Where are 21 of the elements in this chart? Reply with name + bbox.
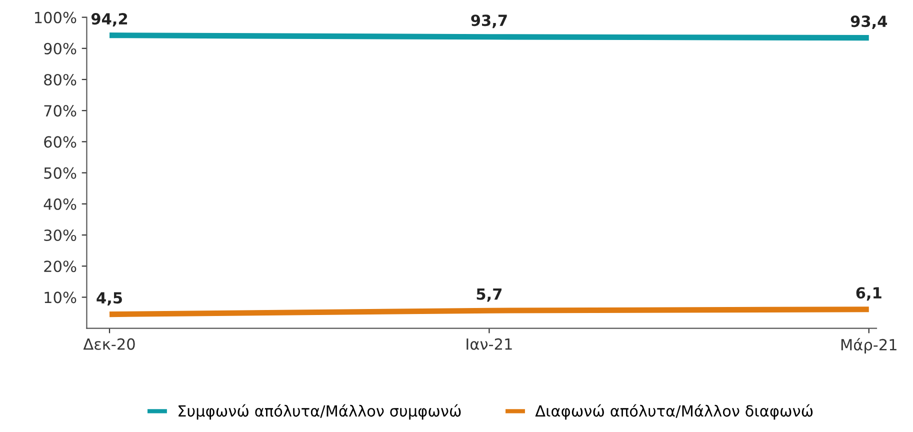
data-label: 93,7 [471, 14, 507, 28]
y-tick-label: 50% [44, 167, 76, 179]
y-tick-label: 90% [44, 42, 76, 54]
y-tick-label: 70% [44, 105, 76, 117]
x-tick-label: Ιαν-21 [466, 338, 512, 350]
legend-label: Διαφωνώ απόλυτα/Μάλλον διαφωνώ [535, 404, 813, 420]
data-label: 5,7 [476, 288, 502, 302]
y-tick-label: 80% [44, 74, 76, 86]
data-label: 94,2 [91, 13, 128, 27]
y-tick-label: 30% [44, 229, 76, 242]
y-tick-label: 60% [44, 136, 76, 148]
data-label: 6,1 [856, 287, 882, 301]
y-tick-label: 40% [44, 198, 76, 210]
legend-label: Συμφωνώ απόλυτα/Μάλλον συμφωνώ [178, 404, 461, 420]
y-tick-label: 20% [44, 260, 76, 272]
y-tick-label: 10% [44, 292, 76, 304]
x-tick-label: Δεκ-20 [83, 338, 135, 350]
x-tick-label: Μάρ-21 [841, 338, 896, 354]
y-tick-label: 100% [35, 12, 76, 24]
data-label: 4,5 [96, 292, 122, 306]
data-label: 93,4 [850, 16, 888, 30]
